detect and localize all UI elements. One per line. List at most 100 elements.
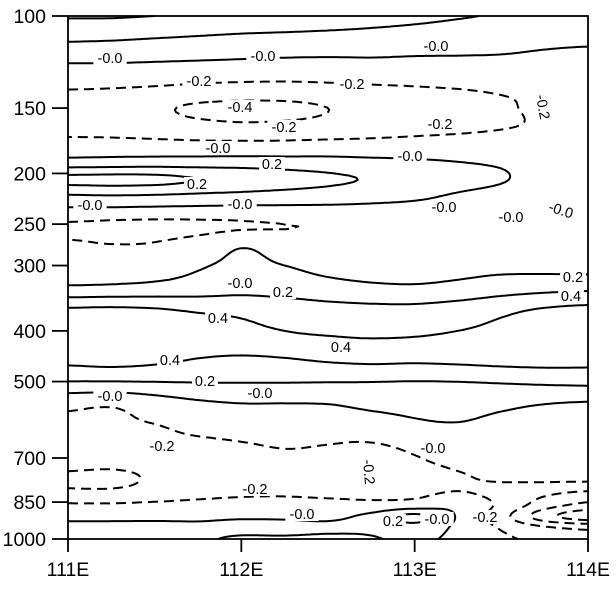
contour-label: -0.2 xyxy=(468,510,502,526)
contour-label-text: -0.2 xyxy=(272,120,297,136)
contour-label-text: 0.4 xyxy=(160,353,180,369)
contour-label-text: -0.0 xyxy=(228,276,253,292)
contour-label: 0.4 xyxy=(205,311,231,327)
contour-label-text: 0.2 xyxy=(273,285,293,301)
contour-label-text: 0.2 xyxy=(383,514,403,530)
y-axis-tick-label: 300 xyxy=(13,256,46,278)
contour-label-halo xyxy=(73,198,107,212)
x-axis-tick-label: 113E xyxy=(393,559,437,581)
contour-label: 0.2 xyxy=(380,514,406,530)
contour-label-halo xyxy=(285,507,319,521)
contour-label: -0.0 xyxy=(93,51,127,67)
contour-label-halo xyxy=(246,49,280,63)
contour-label-halo xyxy=(93,389,127,403)
contour-label-halo xyxy=(223,276,257,290)
contour-label-halo xyxy=(145,439,179,453)
contour-label-halo xyxy=(468,510,502,524)
contour-label-text: 0.2 xyxy=(187,177,207,193)
y-axis-tick-label: 500 xyxy=(13,372,46,394)
contour-label-text: -0.0 xyxy=(98,51,123,67)
contour-label: 0.2 xyxy=(184,177,210,193)
contour-label-halo xyxy=(542,198,580,222)
contour-label-text: -0.4 xyxy=(228,100,253,116)
contour-label-text: -0.0 xyxy=(228,197,253,213)
contour-label: -0.2 xyxy=(335,77,369,93)
contour-label-text: -0.2 xyxy=(150,439,175,455)
contour-label-text: -0.2 xyxy=(428,117,453,133)
contour-label: -0.2 xyxy=(182,74,216,90)
contour-label-text: -0.2 xyxy=(187,74,212,90)
contour-label: -0.0 xyxy=(427,200,461,216)
contour-label: 0.2 xyxy=(560,270,586,286)
contour-label-text: -0.0 xyxy=(398,149,423,165)
contour-label: -0.0 xyxy=(285,507,319,523)
contour-label: -0.0 xyxy=(420,512,454,528)
contour-label: -0.2 xyxy=(359,454,378,490)
contour-label-text: 0.2 xyxy=(195,374,215,390)
contour-label-halo xyxy=(416,441,450,455)
contour-label-text: -0.2 xyxy=(340,77,365,93)
contour-label-halo xyxy=(243,386,277,400)
contour-label: -0.0 xyxy=(416,441,450,457)
contour-label-halo xyxy=(419,39,453,53)
contour-line-level--0.2 xyxy=(67,80,588,540)
contour-label: -0.0 xyxy=(93,389,127,405)
contour-label-text: -0.2 xyxy=(473,510,498,526)
contour-label-halo xyxy=(494,210,528,224)
contour-label: -0.0 xyxy=(419,39,453,55)
contour-label: -0.0 xyxy=(494,210,528,226)
contour-label-halo xyxy=(223,197,257,211)
contour-label-text: 0.2 xyxy=(563,270,583,286)
contour-label-halo xyxy=(182,74,216,88)
contour-label: -0.2 xyxy=(423,117,457,133)
y-axis-tick-label: 200 xyxy=(13,163,46,185)
x-axis-tick-label: 112E xyxy=(219,559,263,581)
y-axis-tick-label: 400 xyxy=(13,321,46,343)
contour-label: -0.0 xyxy=(542,198,580,222)
contour-label-text: -0.0 xyxy=(425,512,450,528)
contour-label: 0.4 xyxy=(328,340,354,356)
contour-label-text: -0.0 xyxy=(98,389,123,405)
contour-label-text: 0.4 xyxy=(561,289,581,305)
contour-label-halo xyxy=(157,353,183,367)
contour-label: -0.2 xyxy=(267,120,301,136)
contour-label-text: 0.4 xyxy=(331,340,351,356)
contour-label: -0.4 xyxy=(223,100,257,116)
contour-label-text: -0.0 xyxy=(248,386,273,402)
contour-label-halo xyxy=(360,454,378,490)
contour-label-text: -0.2 xyxy=(243,482,268,498)
contour-label-text: -0.0 xyxy=(499,210,524,226)
contour-labels: -0.0 -0.0 -0.0 -0.2 -0.2 -0.2 -0.4 -0.2 -0.2 -0.0… xyxy=(73,39,586,530)
plot-frame xyxy=(67,15,589,540)
contour-label-halo xyxy=(427,200,461,214)
contour-label-text: -0.0 xyxy=(432,200,457,216)
y-axis-tick-label: 150 xyxy=(13,98,46,120)
contour-label-halo xyxy=(93,51,127,65)
contour-label-halo xyxy=(328,340,354,354)
contour-label-halo xyxy=(238,482,272,496)
contour-label: -0.0 xyxy=(223,276,257,292)
contour-label: -0.0 xyxy=(223,197,257,213)
contour-label-halo xyxy=(184,177,210,191)
contour-label-halo xyxy=(533,89,553,125)
contour-label-halo xyxy=(558,289,584,303)
contour-label-text: -0.0 xyxy=(546,199,575,222)
y-axis-tick-label: 700 xyxy=(13,448,46,470)
contour-label: -0.0 xyxy=(73,198,107,214)
contour-label-halo xyxy=(423,117,457,131)
x-axis-tick-label: 111E xyxy=(47,559,90,581)
contour-label: -0.2 xyxy=(238,482,272,498)
y-axis-tick-label: 250 xyxy=(13,214,46,236)
contour-label-halo xyxy=(335,77,369,91)
contour-label: 0.4 xyxy=(157,353,183,369)
contour-label: -0.0 xyxy=(201,141,235,157)
contour-line-level--0.8 xyxy=(556,508,589,522)
contour-label-text: -0.0 xyxy=(290,507,315,523)
contour-label: -0.0 xyxy=(246,49,280,65)
contour-label: 0.4 xyxy=(558,289,584,305)
contour-label: 0.2 xyxy=(259,157,285,173)
contour-label-text: -0.2 xyxy=(532,93,552,120)
contour-label-halo xyxy=(223,100,257,114)
